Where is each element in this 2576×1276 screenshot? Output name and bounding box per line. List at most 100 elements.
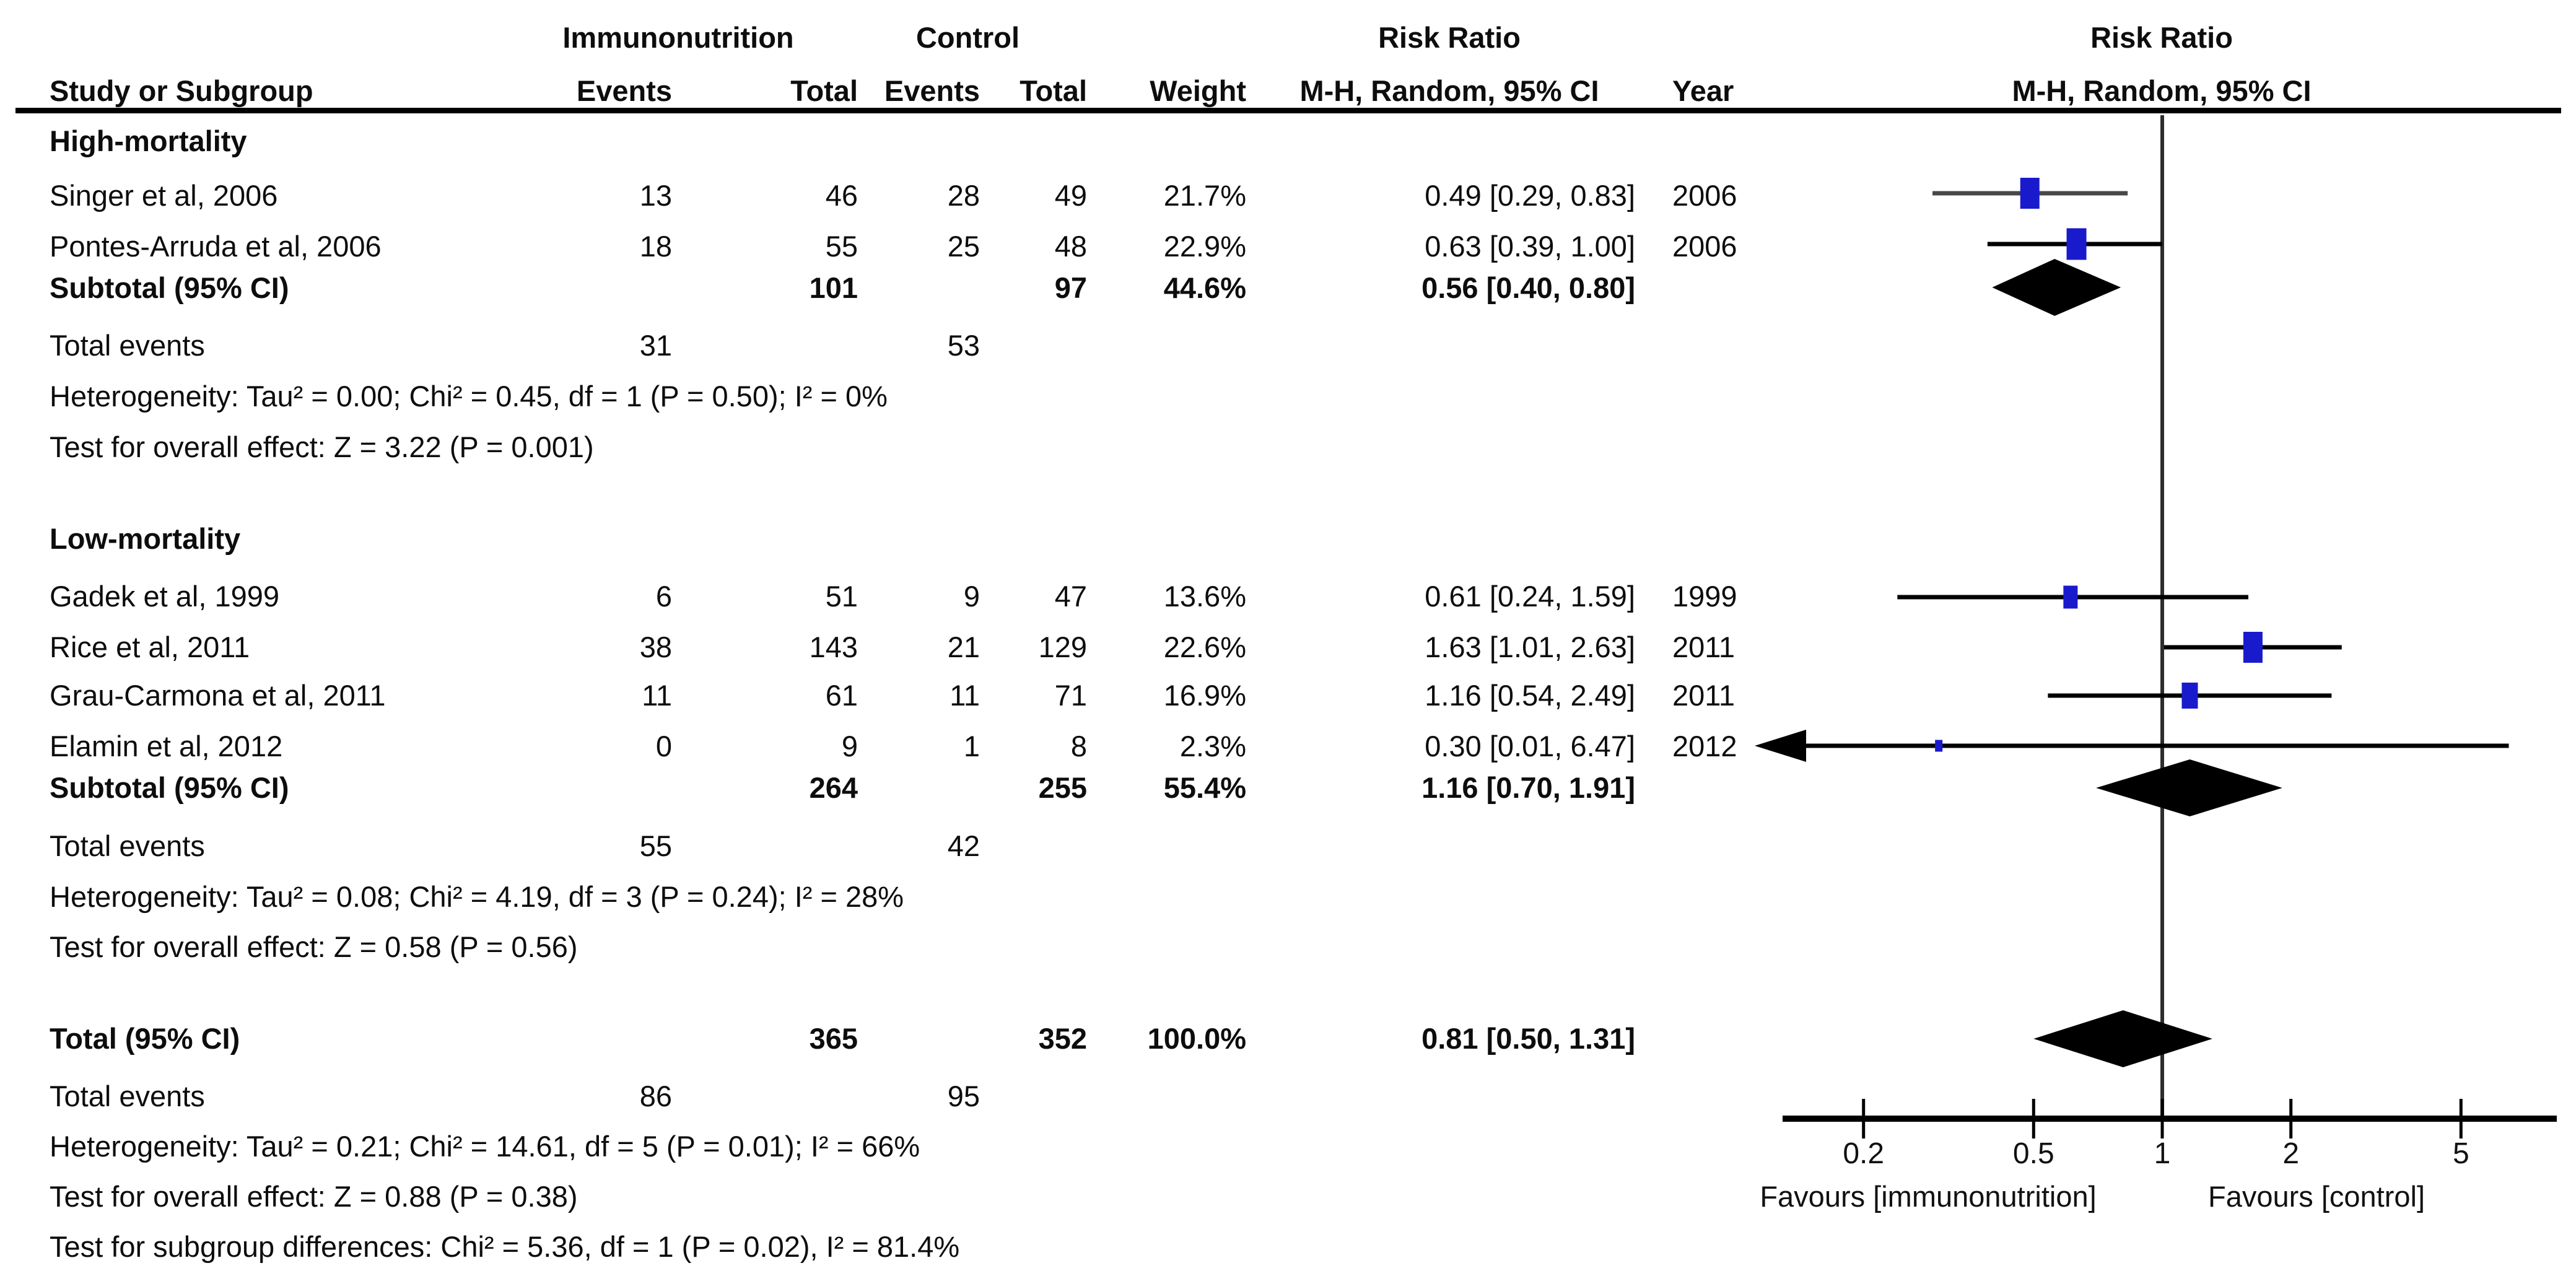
- rr-ci-value: 1.16 [0.54, 2.49]: [1425, 679, 1635, 712]
- events2-value: 21: [947, 631, 980, 663]
- header-group-row: Immunonutrition Control Risk Ratio Risk …: [0, 19, 2576, 56]
- subgroup-title-high-mortality: High-mortality: [0, 123, 2576, 160]
- rr-ci-value: 0.56 [0.40, 0.80]: [1421, 271, 1635, 304]
- events1-value: 31: [639, 329, 672, 362]
- events2-value: 42: [947, 829, 980, 862]
- total1-value: 264: [809, 771, 858, 804]
- year-column-header: Year: [1672, 74, 1734, 107]
- weight-value: 22.9%: [1163, 230, 1246, 263]
- study-row-rice: Rice et al, 2011 38 143 21 129 22.6% 1.6…: [0, 629, 2576, 666]
- study-column-header: Study or Subgroup: [50, 74, 313, 107]
- heterogeneity-text: Heterogeneity: Tau² = 0.08; Chi² = 4.19,…: [50, 880, 904, 913]
- method-column-header-right: M-H, Random, 95% CI: [2012, 74, 2312, 107]
- weight-value: 13.6%: [1163, 580, 1246, 613]
- events2-value: 9: [963, 580, 980, 613]
- subgroup-differences-text: Test for subgroup differences: Chi² = 5.…: [50, 1230, 960, 1263]
- weight-value: 21.7%: [1163, 179, 1246, 212]
- total1-column-header: Total: [790, 74, 858, 107]
- study-name: Pontes-Arruda et al, 2006: [50, 230, 382, 263]
- subgroup-title-low-mortality: Low-mortality: [0, 520, 2576, 557]
- year-value: 2006: [1672, 230, 1737, 263]
- rr-ci-value: 1.16 [0.70, 1.91]: [1421, 771, 1635, 804]
- total2-value: 97: [1054, 271, 1087, 304]
- risk-ratio-header-right: Risk Ratio: [2090, 21, 2233, 54]
- total2-value: 129: [1038, 631, 1087, 663]
- rr-ci-value: 0.63 [0.39, 1.00]: [1425, 230, 1635, 263]
- weight-value: 16.9%: [1163, 679, 1246, 712]
- total1-value: 365: [809, 1022, 858, 1055]
- subgroup-differences-row: Test for subgroup differences: Chi² = 5.…: [0, 1228, 2576, 1265]
- events1-value: 18: [639, 230, 672, 263]
- overall-effect-text: Test for overall effect: Z = 3.22 (P = 0…: [50, 430, 594, 463]
- study-name: Singer et al, 2006: [50, 179, 278, 212]
- events1-value: 13: [639, 179, 672, 212]
- total1-value: 55: [825, 230, 858, 263]
- heterogeneity-row-low-mortality: Heterogeneity: Tau² = 0.08; Chi² = 4.19,…: [0, 878, 2576, 915]
- events2-column-header: Events: [884, 74, 980, 107]
- heterogeneity-row-high-mortality: Heterogeneity: Tau² = 0.00; Chi² = 0.45,…: [0, 378, 2576, 415]
- total2-value: 49: [1054, 179, 1087, 212]
- events2-value: 1: [963, 730, 980, 763]
- header-divider: [15, 108, 2561, 113]
- header-columns-row: Study or Subgroup Events Total Events To…: [0, 72, 2576, 110]
- weight-value: 55.4%: [1163, 771, 1246, 804]
- total2-value: 352: [1038, 1022, 1087, 1055]
- total-events-row-low-mortality: Total events 55 42: [0, 828, 2576, 865]
- total-events-label: Total events: [50, 329, 205, 362]
- study-name: Gadek et al, 1999: [50, 580, 280, 613]
- total-label: Total (95% CI): [50, 1022, 240, 1055]
- total-events-row-high-mortality: Total events 31 53: [0, 327, 2576, 364]
- total2-column-header: Total: [1019, 74, 1087, 107]
- study-row-pontes-arruda: Pontes-Arruda et al, 2006 18 55 25 48 22…: [0, 228, 2576, 265]
- events1-value: 55: [639, 829, 672, 862]
- events1-value: 86: [639, 1080, 672, 1112]
- year-value: 1999: [1672, 580, 1737, 613]
- events2-value: 28: [947, 179, 980, 212]
- study-name: Rice et al, 2011: [50, 631, 250, 663]
- subgroup-title-label: Low-mortality: [50, 522, 241, 555]
- study-name: Grau-Carmona et al, 2011: [50, 679, 386, 712]
- subtotal-label: Subtotal (95% CI): [50, 271, 289, 304]
- weight-value: 22.6%: [1163, 631, 1246, 663]
- subgroup-title-label: High-mortality: [50, 125, 247, 157]
- weight-value: 44.6%: [1163, 271, 1246, 304]
- total-row: Total (95% CI) 365 352 100.0% 0.81 [0.50…: [0, 1020, 2576, 1057]
- overall-effect-row-overall: Test for overall effect: Z = 0.88 (P = 0…: [0, 1178, 2576, 1215]
- total1-value: 143: [809, 631, 858, 663]
- weight-value: 2.3%: [1179, 730, 1246, 763]
- total-events-label: Total events: [50, 829, 205, 862]
- study-row-grau-carmona: Grau-Carmona et al, 2011 11 61 11 71 16.…: [0, 677, 2576, 714]
- study-name: Elamin et al, 2012: [50, 730, 283, 763]
- total2-value: 8: [1070, 730, 1087, 763]
- events1-column-header: Events: [576, 74, 672, 107]
- events2-value: 25: [947, 230, 980, 263]
- total1-value: 51: [825, 580, 858, 613]
- study-row-singer: Singer et al, 2006 13 46 28 49 21.7% 0.4…: [0, 177, 2576, 214]
- events1-value: 11: [642, 679, 672, 712]
- year-value: 2012: [1672, 730, 1737, 763]
- overall-effect-text: Test for overall effect: Z = 0.58 (P = 0…: [50, 930, 578, 963]
- rr-ci-value: 1.63 [1.01, 2.63]: [1425, 631, 1635, 663]
- risk-ratio-header-left: Risk Ratio: [1378, 21, 1521, 54]
- total-events-label: Total events: [50, 1080, 205, 1112]
- events2-value: 11: [950, 679, 980, 712]
- total1-value: 101: [809, 271, 858, 304]
- rr-ci-value: 0.61 [0.24, 1.59]: [1425, 580, 1635, 613]
- rr-ci-value: 0.81 [0.50, 1.31]: [1421, 1022, 1635, 1055]
- group2-header: Control: [915, 21, 1020, 54]
- total1-value: 61: [825, 679, 858, 712]
- events2-value: 95: [947, 1080, 980, 1112]
- weight-column-header: Weight: [1150, 74, 1246, 107]
- total1-value: 9: [841, 730, 858, 763]
- subtotal-row-high-mortality: Subtotal (95% CI) 101 97 44.6% 0.56 [0.4…: [0, 269, 2576, 307]
- events1-value: 6: [655, 580, 672, 613]
- rr-ci-value: 0.30 [0.01, 6.47]: [1425, 730, 1635, 763]
- heterogeneity-text: Heterogeneity: Tau² = 0.00; Chi² = 0.45,…: [50, 380, 888, 413]
- events2-value: 53: [947, 329, 980, 362]
- group1-header: Immunonutrition: [562, 21, 794, 54]
- events1-value: 38: [639, 631, 672, 663]
- subtotal-label: Subtotal (95% CI): [50, 771, 289, 804]
- overall-effect-row-high-mortality: Test for overall effect: Z = 3.22 (P = 0…: [0, 429, 2576, 466]
- year-value: 2011: [1672, 631, 1736, 663]
